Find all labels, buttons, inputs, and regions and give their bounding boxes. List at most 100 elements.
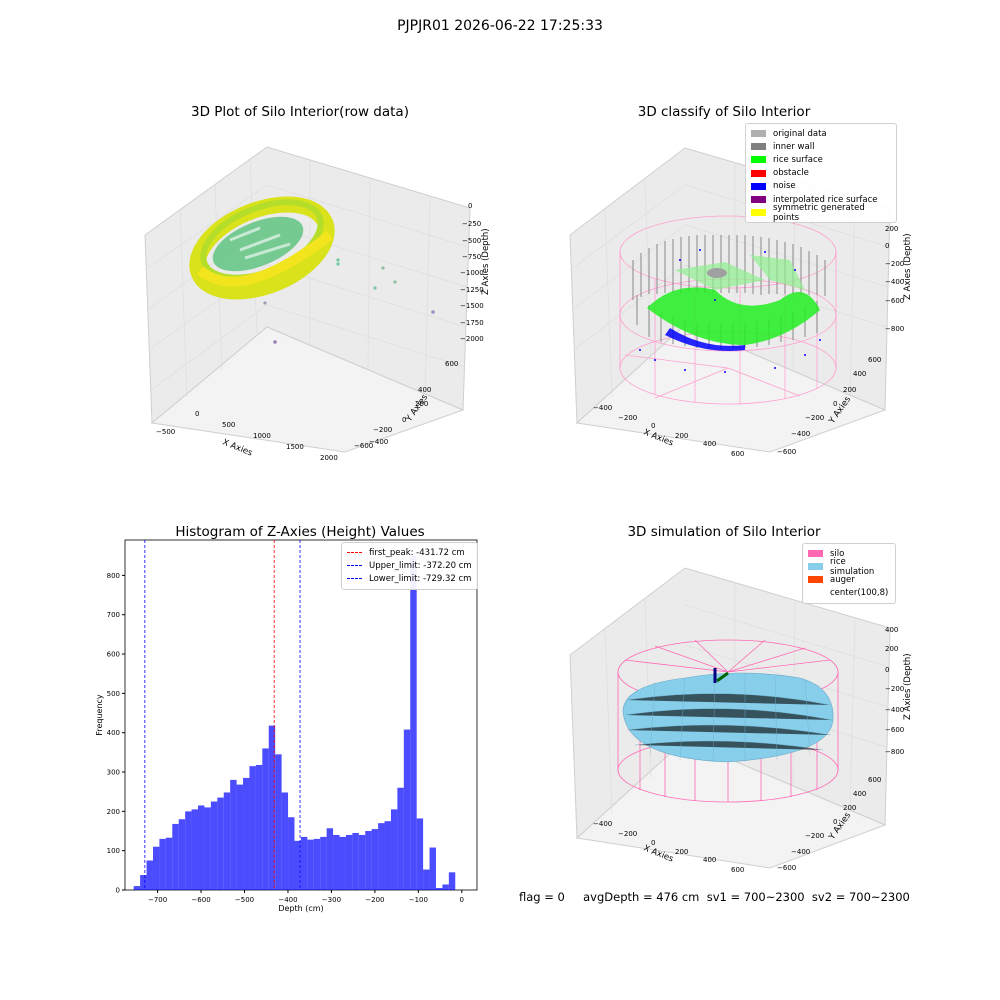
p4-zlabel: Z Axies (Depth) — [903, 653, 913, 720]
hist-xtick-label: −700 — [148, 896, 167, 904]
hist-bar — [146, 860, 153, 890]
p2-xtick: −200 — [618, 414, 637, 422]
legend-item-auger: auger — [808, 573, 890, 586]
hist-bar — [140, 875, 147, 890]
panel4-floor-pane — [575, 739, 887, 869]
hist-bar — [217, 797, 224, 890]
hist-bar — [390, 809, 398, 890]
hist-bar — [339, 836, 346, 890]
hist-ytick-label: 100 — [107, 847, 120, 855]
p4-xtick: −400 — [593, 820, 612, 828]
hist-bar — [204, 807, 211, 890]
hist-xtick-label: −100 — [409, 896, 428, 904]
p2-xtick: 400 — [703, 440, 716, 448]
p4-xtick: 600 — [731, 866, 744, 874]
hist-bar — [210, 801, 218, 890]
p2-ytick: 400 — [853, 370, 866, 378]
p2-ytick: −400 — [791, 430, 810, 438]
p2-ytick: −600 — [777, 448, 796, 456]
p2-xtick: −400 — [593, 404, 612, 412]
hist-xtick-label: −300 — [322, 896, 341, 904]
panel1-cloud-rim — [196, 231, 334, 287]
hist-bar — [345, 834, 353, 890]
hist-ytick-label: 400 — [107, 729, 120, 737]
hist-ytick-label: 800 — [107, 572, 120, 580]
p1-ztick: −1000 — [460, 269, 484, 277]
p2-ztick: 200 — [885, 225, 898, 233]
hist-bar — [365, 831, 372, 890]
p1-ztick: −500 — [462, 237, 481, 245]
p4-xtick: 200 — [675, 848, 688, 856]
hist-ytick-label: 0 — [116, 887, 120, 895]
p2-ztick: −600 — [885, 297, 904, 305]
p2-ytick: 600 — [868, 356, 881, 364]
panel4-legend: silo rice simulation auger center(100,8) — [802, 543, 896, 604]
p1-xtick: 1500 — [286, 443, 304, 451]
hist-legend: first_peak: -431.72 cm Upper_limit: -372… — [341, 542, 478, 590]
status-footer: flag = 0 avgDepth = 476 cm sv1 = 700~230… — [519, 890, 910, 904]
p2-ytick: 0 — [833, 400, 837, 408]
panel1-title: 3D Plot of Silo Interior(row data) — [191, 104, 409, 120]
hist-bar — [358, 834, 366, 890]
panel3-histogram: −700 −600 −500 −400 −300 −200 −100 0 0 100 200 300… — [95, 539, 478, 913]
hist-xtick-label: −500 — [235, 896, 254, 904]
p1-ytick: −600 — [354, 442, 373, 450]
p1-ztick: −1250 — [460, 286, 484, 294]
p1-ytick: −200 — [373, 426, 392, 434]
legend-item-silo: silo — [808, 547, 890, 560]
legend-item-rice-simulation: rice simulation — [808, 557, 890, 577]
legend-item-obstacle: obstacle — [751, 167, 891, 180]
hist-bar — [320, 836, 327, 890]
hist-bar — [275, 754, 282, 890]
hist-bar — [268, 725, 276, 890]
panel1-floor-pane — [150, 326, 465, 453]
legend-item-center: center(100,8) — [830, 588, 889, 599]
legend-item-noise: noise — [751, 180, 891, 193]
p4-ytick: 600 — [868, 776, 881, 784]
p2-ztick: −400 — [885, 278, 904, 286]
panel1-outliers — [263, 258, 435, 344]
panel2-rice-surface-light — [675, 255, 805, 290]
legend-item-first-peak: first_peak: -431.72 cm — [347, 546, 472, 559]
hist-bar — [191, 809, 199, 890]
p2-ytick: −200 — [805, 414, 824, 422]
legend-item-symmetric: symmetric generated points — [751, 203, 891, 223]
hist-xtick-label: −200 — [365, 896, 384, 904]
hist-bar — [307, 839, 314, 890]
p1-ytick: 0 — [402, 416, 406, 424]
p4-ztick: −800 — [885, 748, 904, 756]
p4-xtick: 400 — [703, 856, 716, 864]
hist-ytick-label: 200 — [107, 808, 120, 816]
legend-item-inner-wall: inner wall — [751, 140, 891, 153]
hist-xtick-label: −600 — [191, 896, 210, 904]
hist-bar — [435, 888, 443, 890]
p4-ytick: 200 — [843, 804, 856, 812]
hist-bar — [249, 766, 256, 890]
hist-xlabel: Depth (cm) — [278, 904, 323, 913]
hist-bar — [178, 819, 186, 890]
p1-ztick: −1750 — [460, 319, 484, 327]
panel1-cloud-inner-streaks — [229, 226, 291, 260]
panel2-noise — [639, 249, 821, 373]
p1-ytick: −400 — [369, 438, 388, 446]
hist-bar — [378, 823, 385, 890]
p4-ztick: 200 — [885, 645, 898, 653]
hist-bar — [410, 555, 417, 890]
hist-bar — [294, 840, 301, 890]
p4-ztick: −200 — [885, 685, 904, 693]
hist-bar — [159, 838, 166, 890]
hist-bar — [384, 821, 391, 890]
hist-xtick-label: −400 — [278, 896, 297, 904]
hist-bar — [326, 828, 334, 890]
hist-bar — [262, 748, 269, 890]
legend-item-upper-limit: Upper_limit: -372.20 cm — [347, 559, 472, 572]
p1-ztick: 0 — [468, 202, 472, 210]
panel1-3d-plot: −500 0 500 1000 1500 2000 600 400 200 0 … — [144, 146, 491, 462]
hist-bar — [281, 792, 289, 890]
hist-bar — [352, 832, 359, 890]
p2-ytick: 200 — [843, 386, 856, 394]
panel4-rice-mesh — [624, 673, 833, 763]
p1-xtick: 500 — [222, 421, 235, 429]
p1-xtick: 1000 — [253, 432, 271, 440]
hist-ytick-label: 600 — [107, 651, 120, 659]
